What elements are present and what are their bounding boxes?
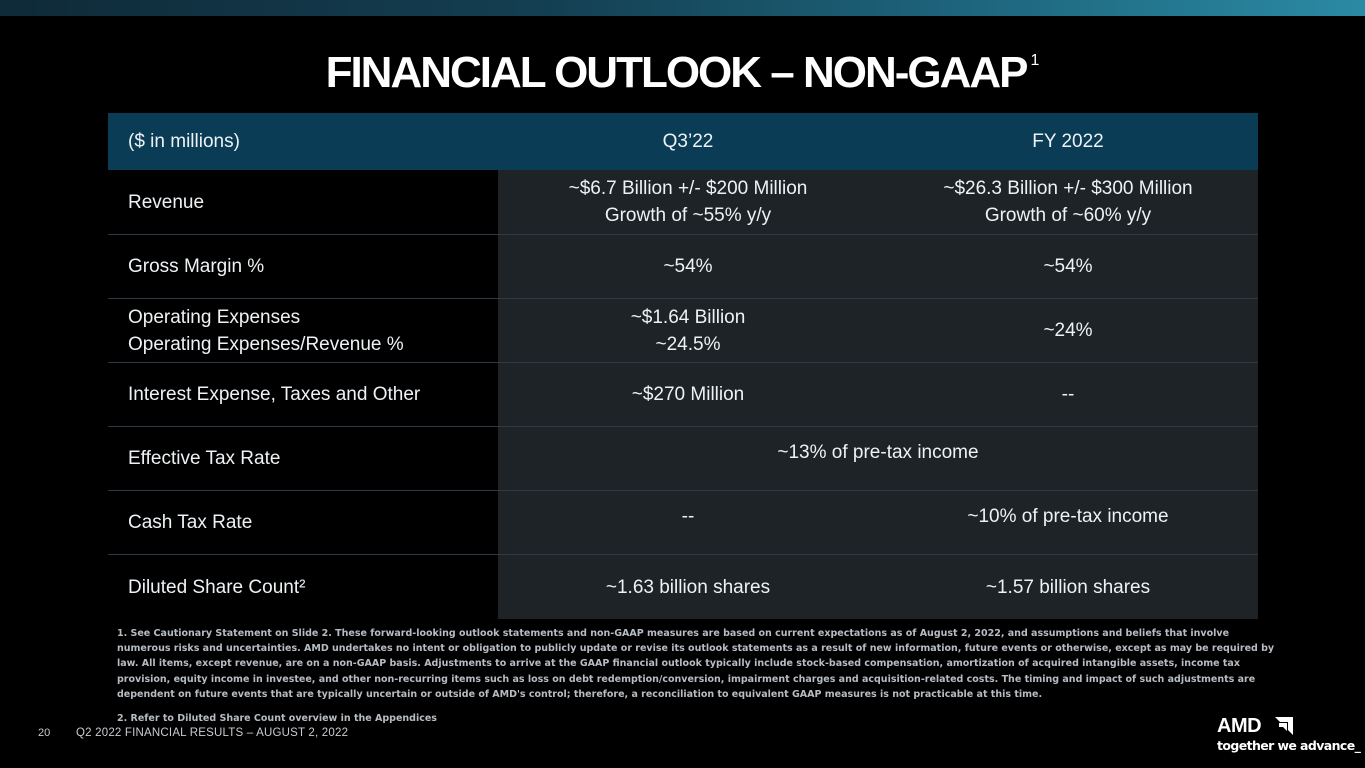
outlook-table: ($ in millions) Q3’22 FY 2022 Revenue ~$… [108,113,1258,619]
row-label: Effective Tax Rate [108,427,498,490]
opex-fy: ~24% [878,299,1258,362]
amd-logo: AMD together we advance_ [1216,714,1361,758]
interest-fy: -- [878,363,1258,426]
share-count-q3: ~1.63 billion shares [498,555,878,619]
footnotes: 1. See Cautionary Statement on Slide 2. … [117,626,1282,726]
row-label: Operating Expenses Operating Expenses/Re… [108,299,498,362]
revenue-q3: ~$6.7 Billion +/- $200 Million Growth of… [498,170,878,234]
opex-q3-line2: ~24.5% [655,333,721,355]
interest-q3: ~$270 Million [498,363,878,426]
gross-margin-fy: ~54% [878,235,1258,298]
header-units: ($ in millions) [128,131,240,152]
row-label: Revenue [108,170,498,234]
cash-tax-q3: -- [498,491,878,554]
table-row-cash-tax-rate: Cash Tax Rate -- ~10% of pre-tax income [108,491,1258,555]
footnote-2: 2. Refer to Diluted Share Count overview… [117,713,437,725]
footer-text: Q2 2022 FINANCIAL RESULTS – AUGUST 2, 20… [76,727,349,739]
footnote-1: 1. See Cautionary Statement on Slide 2. … [117,628,1275,700]
slide-title-text: FINANCIAL OUTLOOK – NON-GAAP [325,48,1029,97]
title-footnote-marker: 1 [1030,52,1040,70]
header-fy: FY 2022 [1032,131,1104,152]
cash-tax-fy: ~10% of pre-tax income [878,491,1258,554]
opex-q3-line1: ~$1.64 Billion [630,306,746,328]
revenue-q3-line2: Growth of ~55% y/y [604,205,772,226]
revenue-fy-line1: ~$26.3 Billion +/- $300 Million [943,178,1193,199]
logo-wordmark: AMD [1217,715,1262,737]
table-row-effective-tax-rate: Effective Tax Rate ~13% of pre-tax incom… [108,427,1258,491]
opex-q3: ~$1.64 Billion ~24.5% [498,299,878,362]
top-accent-bar [0,0,1365,16]
table-row-gross-margin: Gross Margin % ~54% ~54% [108,235,1258,299]
row-label: Interest Expense, Taxes and Other [108,363,498,426]
table-header-row: ($ in millions) Q3’22 FY 2022 [108,113,1258,170]
opex-label-line2: Operating Expenses/Revenue % [128,333,404,355]
revenue-fy-line2: Growth of ~60% y/y [984,205,1152,226]
gross-margin-q3: ~54% [498,235,878,298]
revenue-q3-line1: ~$6.7 Billion +/- $200 Million [568,178,808,199]
table-row-operating-expenses: Operating Expenses Operating Expenses/Re… [108,299,1258,363]
slide-title: FINANCIAL OUTLOOK – NON-GAAP 1 [0,48,1365,98]
row-label: Gross Margin % [108,235,498,298]
amd-arrow-icon [1275,717,1293,735]
table-row-revenue: Revenue ~$6.7 Billion +/- $200 Million G… [108,170,1258,235]
table-row-diluted-share-count: Diluted Share Count² ~1.63 billion share… [108,555,1258,619]
logo-tagline: together we advance_ [1217,738,1361,753]
share-count-fy: ~1.57 billion shares [878,555,1258,619]
table-row-interest-expense: Interest Expense, Taxes and Other ~$270 … [108,363,1258,427]
row-label: Diluted Share Count² [108,555,498,619]
effective-tax-combined: ~13% of pre-tax income [498,427,1258,490]
header-q3: Q3’22 [662,131,714,152]
opex-label-line1: Operating Expenses [128,306,301,328]
row-label: Cash Tax Rate [108,491,498,554]
page-number: 20 [38,727,51,739]
revenue-fy: ~$26.3 Billion +/- $300 Million Growth o… [878,170,1258,234]
